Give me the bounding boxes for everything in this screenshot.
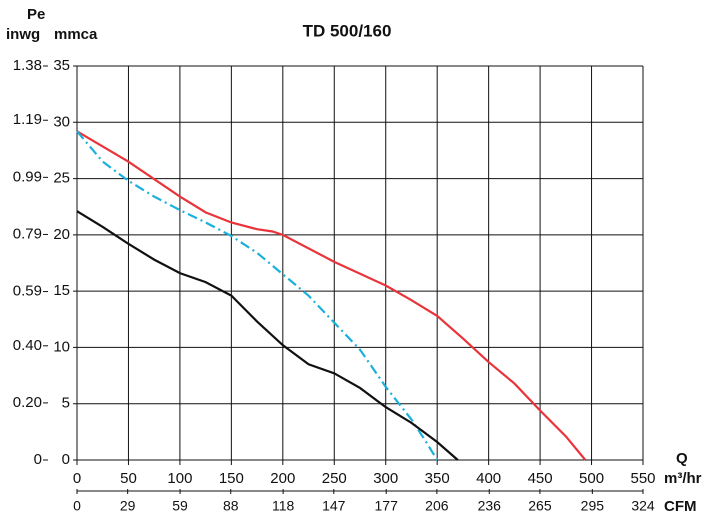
curve [76,130,439,461]
y2-tick-label: 0.79 [13,225,42,242]
x2-tick-label: 29 [120,498,136,514]
x2-tick-label: 118 [272,498,295,514]
y2-tick-label: 0 [34,451,42,468]
x2-unit: CFM [664,498,697,515]
x-tick-label: 350 [425,470,450,487]
chart-title: TD 500/160 [303,21,392,40]
x-tick-label: 450 [528,470,553,487]
y2-tick-label: 1.19 [13,111,42,128]
y-tick-label: 25 [53,170,70,187]
x2-tick-label: 177 [375,498,399,514]
x-tick-label: 100 [167,470,192,487]
y-tick-label: 30 [53,113,70,130]
x-tick-label: 0 [73,470,81,487]
x-tick-label: 400 [476,470,501,487]
x2-tick-label: 265 [528,498,552,514]
y-tick-label: 35 [53,57,70,74]
x-label: Q [676,450,688,467]
x-tick-label: 500 [579,470,604,487]
y-label: Pe [27,6,45,23]
x2-tick-label: 59 [172,498,188,514]
x2-tick-label: 88 [223,498,239,514]
y-tick-label: 10 [53,338,70,355]
x-tick-label: 50 [120,470,137,487]
y-tick-label: 15 [53,282,70,299]
x2-tick-label: 324 [631,498,655,514]
x-tick-label: 200 [270,470,295,487]
x2-tick-label: 147 [322,498,346,514]
y2-tick-label: 0.59 [13,283,42,300]
x2-tick-label: 236 [478,498,502,514]
x2-tick-label: 295 [581,498,605,514]
y-tick-label: 5 [62,395,70,412]
x-tick-label: 300 [373,470,398,487]
y2-tick-label: 0.20 [13,394,42,411]
y2-tick-label: 0.99 [13,168,42,185]
y2-label: inwg [6,26,40,43]
x-tick-label: 150 [219,470,244,487]
x-unit: m³/hr [664,470,702,487]
y2-tick-label: 0.40 [13,337,42,354]
curve [76,210,459,461]
y2-tick-label: 1.38 [13,57,42,74]
x-tick-label: 550 [630,470,655,487]
x2-tick-label: 0 [73,498,81,514]
y-unit: mmca [54,26,98,43]
y-tick-label: 20 [53,226,70,243]
x2-tick-label: 206 [425,498,449,514]
y-tick-label: 0 [62,451,70,468]
curve [76,130,587,461]
x-tick-label: 250 [322,470,347,487]
